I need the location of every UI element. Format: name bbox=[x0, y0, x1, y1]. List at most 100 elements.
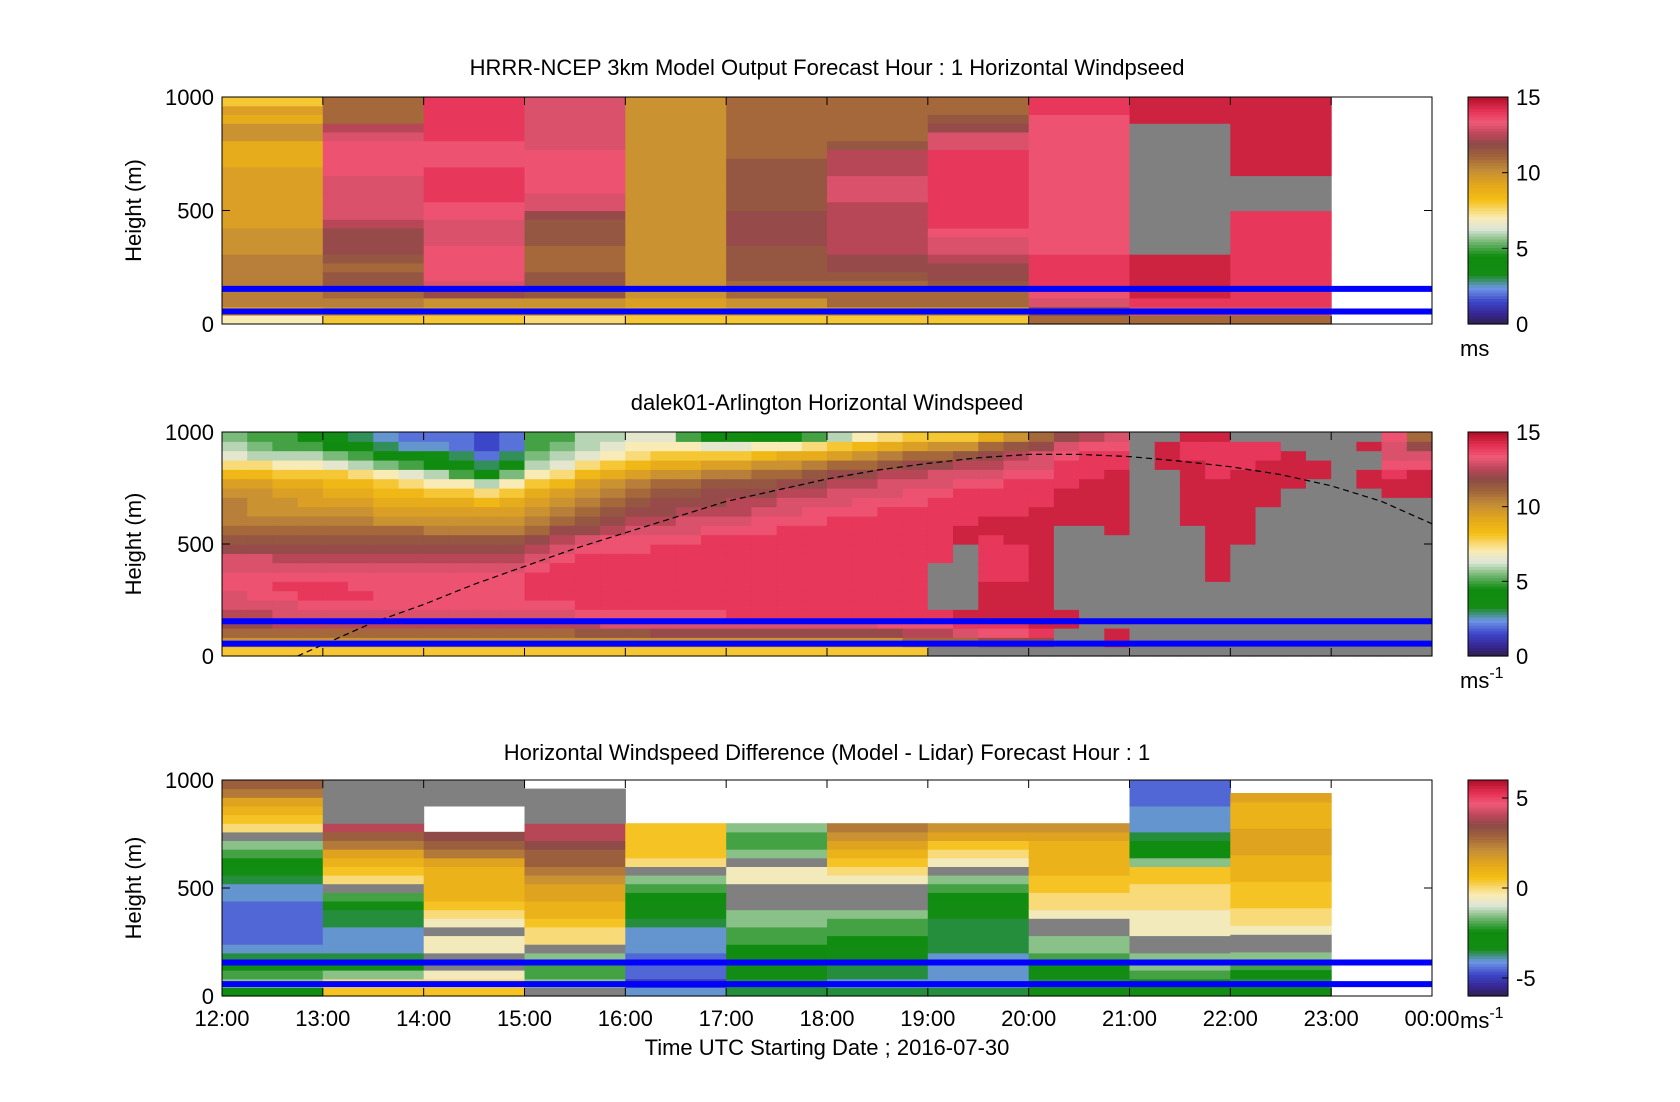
heatmap-cell bbox=[1356, 646, 1383, 657]
heatmap-cell bbox=[222, 901, 324, 911]
heatmap-cell bbox=[751, 600, 778, 610]
heatmap-cell bbox=[1129, 849, 1231, 859]
heatmap-cell bbox=[701, 609, 727, 620]
heatmap-cell bbox=[297, 534, 324, 545]
heatmap-cell bbox=[222, 628, 248, 638]
heatmap-cell bbox=[801, 553, 828, 564]
heatmap-cell bbox=[1104, 600, 1131, 610]
heatmap-cell bbox=[827, 245, 929, 255]
heatmap-cell bbox=[1230, 140, 1332, 150]
heatmap-cell bbox=[902, 469, 929, 480]
heatmap-cell bbox=[448, 562, 475, 573]
heatmap-cell bbox=[927, 831, 1030, 841]
heatmap-cell bbox=[373, 460, 400, 470]
heatmap-cell bbox=[650, 469, 677, 480]
heatmap-cell bbox=[222, 525, 248, 536]
heatmap-cell bbox=[1003, 469, 1030, 480]
heatmap-cell bbox=[398, 544, 425, 554]
y-tick-label: 500 bbox=[177, 876, 214, 901]
heatmap-cell bbox=[1179, 572, 1206, 582]
heatmap-cell bbox=[1230, 105, 1332, 115]
heatmap-cell bbox=[827, 297, 929, 308]
heatmap-cell bbox=[776, 581, 803, 592]
heatmap-cell bbox=[953, 609, 979, 620]
heatmap-cell bbox=[222, 506, 248, 517]
heatmap-cell bbox=[600, 609, 626, 620]
heatmap-cell bbox=[726, 158, 828, 168]
heatmap-cell bbox=[701, 460, 727, 470]
heatmap-cell bbox=[600, 590, 626, 601]
heatmap-cell bbox=[1406, 590, 1433, 601]
heatmap-cell bbox=[675, 562, 702, 573]
heatmap-cell bbox=[953, 646, 979, 657]
heatmap-cell bbox=[247, 478, 273, 489]
colorbar-segment bbox=[1468, 855, 1508, 859]
heatmap-cell bbox=[827, 581, 853, 592]
heatmap-cell bbox=[726, 97, 828, 107]
heatmap-cell bbox=[272, 572, 299, 582]
heatmap-cell bbox=[978, 432, 1005, 442]
heatmap-cell bbox=[524, 797, 626, 807]
heatmap-cell bbox=[1079, 590, 1105, 601]
colorbar-segment bbox=[1468, 264, 1508, 268]
heatmap-cell bbox=[423, 315, 526, 325]
heatmap-cell bbox=[625, 553, 652, 564]
heatmap-cell bbox=[978, 525, 1005, 536]
heatmap-cell bbox=[902, 516, 929, 526]
heatmap-cell bbox=[877, 534, 904, 545]
heatmap-cell bbox=[1406, 534, 1433, 545]
colorbar-segment bbox=[1468, 287, 1508, 291]
heatmap-cell bbox=[398, 497, 425, 508]
heatmap-cell bbox=[574, 562, 601, 573]
colorbar-segment bbox=[1468, 238, 1508, 243]
heatmap-cell bbox=[423, 780, 526, 790]
panel-title: HRRR-NCEP 3km Model Output Forecast Hour… bbox=[470, 55, 1185, 80]
heatmap-cell bbox=[222, 609, 248, 620]
heatmap-cell bbox=[423, 875, 526, 885]
heatmap-cell bbox=[650, 628, 677, 638]
colorbar-segment bbox=[1468, 518, 1508, 523]
heatmap-cell bbox=[222, 849, 324, 859]
heatmap-cell bbox=[1205, 525, 1231, 536]
heatmap-cell bbox=[827, 961, 929, 971]
heatmap-cell bbox=[1280, 600, 1307, 610]
heatmap-cell bbox=[574, 469, 601, 480]
colorbar-segment bbox=[1468, 600, 1508, 604]
heatmap-cell bbox=[423, 857, 526, 867]
heatmap-cell bbox=[322, 131, 425, 142]
heatmap-cell bbox=[701, 544, 727, 554]
heatmap-cell bbox=[1003, 497, 1030, 508]
colorbar-unit: ms-1 bbox=[1460, 665, 1504, 693]
colorbar-segment bbox=[1468, 890, 1508, 894]
heatmap-cell bbox=[373, 572, 400, 582]
heatmap-cell bbox=[1306, 525, 1332, 536]
heatmap-cell bbox=[625, 297, 727, 308]
heatmap-cell bbox=[222, 646, 248, 657]
colorbar-segment bbox=[1468, 131, 1508, 135]
heatmap-cell bbox=[1331, 553, 1357, 564]
colorbar-segment bbox=[1468, 614, 1508, 618]
heatmap-cell bbox=[222, 228, 324, 238]
heatmap-cell bbox=[297, 506, 324, 517]
heatmap-cell bbox=[927, 901, 1030, 911]
heatmap-cell bbox=[927, 987, 1030, 997]
heatmap-cell bbox=[625, 488, 652, 498]
heatmap-cell bbox=[827, 866, 929, 876]
heatmap-cell bbox=[373, 441, 400, 452]
heatmap-cell bbox=[978, 646, 1005, 657]
heatmap-cell bbox=[625, 97, 727, 107]
heatmap-cell bbox=[1053, 553, 1080, 564]
heatmap-cell bbox=[322, 254, 425, 264]
heatmap-cell bbox=[423, 609, 450, 620]
heatmap-cell bbox=[902, 432, 929, 442]
heatmap-cell bbox=[1381, 478, 1408, 489]
heatmap-cell bbox=[1306, 506, 1332, 517]
heatmap-cell bbox=[902, 450, 929, 461]
heatmap-cell bbox=[1053, 581, 1080, 592]
colorbar-frame bbox=[1467, 431, 1509, 657]
heatmap-cell bbox=[1230, 609, 1257, 620]
heatmap-cell bbox=[499, 600, 526, 610]
heatmap-cell bbox=[1306, 544, 1332, 554]
heatmap-cell bbox=[852, 460, 878, 470]
heatmap-cell bbox=[499, 553, 526, 564]
